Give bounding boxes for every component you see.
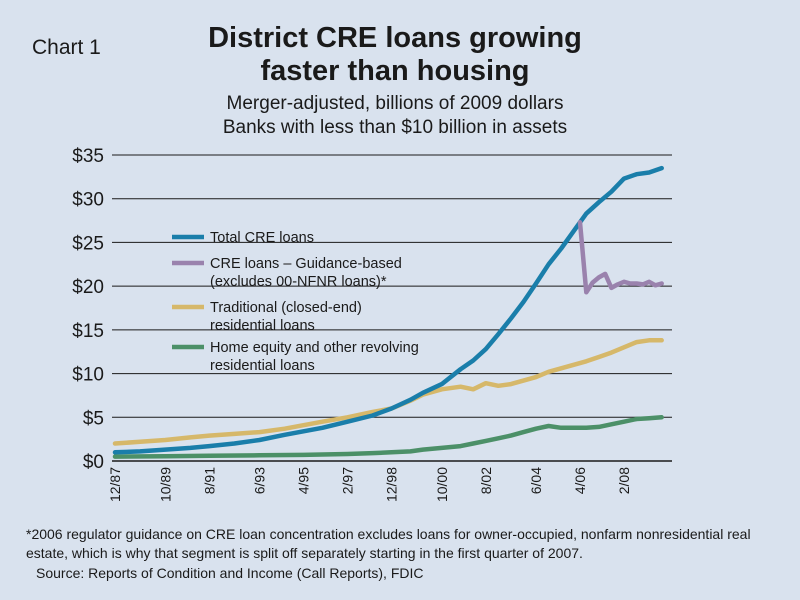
x-tick-label: 10/89	[157, 467, 173, 502]
chart-title-line1: District CRE loans growing	[208, 22, 582, 54]
y-tick-label: $10	[72, 365, 104, 386]
legend: Total CRE loans CRE loans – Guidance-base…	[172, 230, 419, 374]
legend-label: (excludes 00-NFNR loans)*	[210, 274, 387, 290]
x-tick-label: 8/02	[478, 467, 494, 494]
y-tick-label: $0	[83, 452, 104, 473]
legend-label: Home equity and other revolving	[210, 340, 419, 356]
legend-label: Traditional (closed-end)	[210, 300, 362, 316]
y-tick-label: $35	[72, 146, 104, 167]
y-axis-tick-labels: $0 $5 $10 $15 $20 $25 $30 $35	[72, 146, 104, 473]
legend-label: residential loans	[210, 318, 315, 334]
chart-title: District CRE loans growing faster than h…	[150, 22, 640, 88]
y-tick-label: $20	[72, 277, 104, 298]
x-tick-label: 12/98	[384, 467, 400, 502]
y-tick-label: $15	[72, 321, 104, 342]
line-chart: $0 $5 $10 $15 $20 $25 $30 $35 12/87 10/89 8/91 6/9…	[72, 146, 672, 502]
series-line-3	[112, 415, 664, 459]
series-line-2	[112, 338, 664, 446]
gridlines	[112, 154, 672, 462]
x-tick-label: 8/91	[201, 467, 217, 494]
source-note: Source: Reports of Condition and Income …	[36, 565, 424, 581]
chart-number: Chart 1	[32, 36, 101, 59]
y-tick-label: $30	[72, 190, 104, 211]
legend-label: residential loans	[210, 358, 315, 374]
x-tick-label: 6/04	[528, 467, 544, 494]
legend-label: Total CRE loans	[210, 230, 314, 246]
x-tick-label: 2/97	[340, 467, 356, 494]
legend-label: CRE loans – Guidance-based	[210, 256, 402, 272]
y-tick-label: $5	[83, 408, 104, 429]
series-line-0	[112, 165, 664, 455]
x-tick-label: 4/95	[296, 467, 312, 494]
x-tick-label: 12/87	[107, 467, 123, 502]
series-line-1	[577, 220, 664, 295]
x-tick-label: 10/00	[434, 467, 450, 502]
footnote: *2006 regulator guidance on CRE loan con…	[26, 526, 751, 561]
chart-subtitle-line1: Merger-adjusted, billions of 2009 dollar…	[226, 93, 564, 114]
y-tick-label: $25	[72, 233, 104, 254]
x-tick-label: 6/93	[252, 467, 268, 494]
x-tick-label: 2/08	[616, 467, 632, 494]
x-tick-label: 4/06	[572, 467, 588, 494]
series-lines	[112, 165, 664, 459]
chart-title-line2: faster than housing	[260, 55, 530, 87]
chart-subtitle: Merger-adjusted, billions of 2009 dollar…	[150, 92, 640, 140]
x-axis-tick-labels: 12/87 10/89 8/91 6/93 4/95 2/97 12/98 10/00 8/02…	[107, 467, 632, 502]
chart-subtitle-line2: Banks with less than $10 billion in asse…	[222, 117, 568, 138]
